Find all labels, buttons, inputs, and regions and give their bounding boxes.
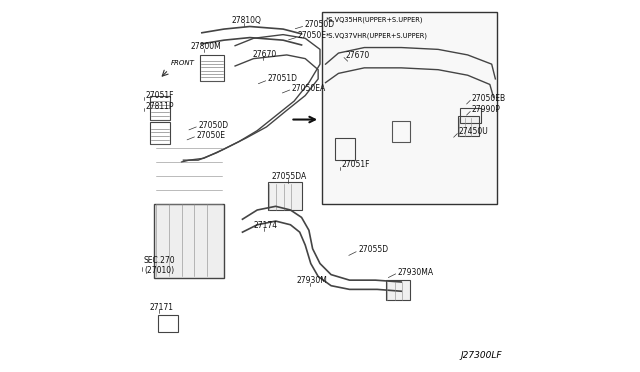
Bar: [268, 182, 301, 210]
Bar: [150, 122, 170, 144]
Text: *S.VQ37VHR(UPPER+S.UPPER): *S.VQ37VHR(UPPER+S.UPPER): [326, 33, 428, 39]
Bar: [200, 55, 224, 81]
Bar: [392, 121, 410, 142]
Text: 27050D: 27050D: [198, 121, 228, 129]
Text: 27450U: 27450U: [458, 127, 488, 136]
Bar: [322, 13, 497, 205]
Text: 27055D: 27055D: [358, 246, 388, 254]
Text: 27930M: 27930M: [296, 276, 327, 285]
Bar: [460, 109, 481, 123]
Text: FRONT: FRONT: [170, 60, 195, 66]
Text: 27050E: 27050E: [196, 131, 225, 140]
Text: 27810Q: 27810Q: [231, 16, 261, 25]
Text: 27050D: 27050D: [305, 20, 335, 29]
Text: 27051F: 27051F: [145, 91, 174, 100]
Text: 27174: 27174: [253, 221, 278, 230]
Text: 27051F: 27051F: [341, 160, 370, 170]
Text: 27930MA: 27930MA: [397, 267, 434, 276]
Text: 27811P: 27811P: [145, 102, 174, 111]
Bar: [150, 96, 170, 119]
Text: 27171: 27171: [149, 302, 173, 312]
Bar: [458, 116, 479, 136]
Text: *S.VQ35HR(UPPER+S.UPPER): *S.VQ35HR(UPPER+S.UPPER): [326, 16, 423, 23]
Text: 27670: 27670: [345, 51, 369, 60]
Text: J27300LF: J27300LF: [460, 350, 502, 359]
Text: 27051D: 27051D: [268, 74, 298, 83]
Text: 27050EA: 27050EA: [292, 84, 326, 93]
Text: 27050E: 27050E: [298, 31, 327, 40]
Bar: [387, 280, 410, 301]
Text: 27800M: 27800M: [190, 42, 221, 51]
Text: 27990P: 27990P: [472, 105, 500, 114]
Bar: [335, 138, 355, 160]
Bar: [154, 205, 224, 278]
Text: 27050EB: 27050EB: [472, 94, 506, 103]
Text: 27055DA: 27055DA: [272, 172, 307, 181]
Bar: [157, 315, 178, 332]
Text: 27670: 27670: [253, 50, 276, 59]
Text: SEC.270
(27010): SEC.270 (27010): [144, 256, 175, 275]
